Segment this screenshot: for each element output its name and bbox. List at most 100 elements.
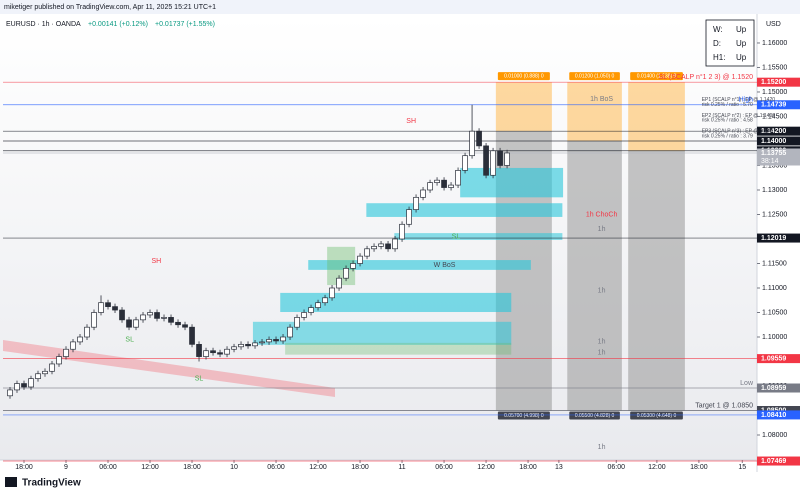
publisher: miketiger published on TradingView.com, …: [4, 4, 216, 11]
candle-body: [392, 238, 398, 250]
price-label: 1.15200: [761, 79, 786, 86]
change-total: +0.01737 (+1.55%): [155, 21, 215, 28]
price-label: 1.14200: [761, 128, 786, 135]
candle-body: [189, 326, 195, 345]
candle-body: [224, 348, 230, 355]
candle-body: [196, 343, 202, 357]
candle-body: [84, 326, 90, 338]
candle-body: [70, 341, 76, 350]
annotation: SH: [406, 118, 416, 125]
y-tick-label: 1.16000: [762, 40, 787, 47]
zone: [308, 260, 531, 270]
zone-tag: 0.01000 (0.888) 0: [504, 74, 544, 80]
level-text: SL (SCALP n°1 2 3) @ 1.1520: [659, 73, 753, 81]
annotation: risk 0.25% / ratio : 5.70: [702, 102, 753, 108]
zone: [252, 321, 512, 345]
candle-body: [322, 297, 328, 304]
trend-timeframe: W:: [713, 25, 723, 34]
candle-body: [497, 150, 503, 166]
candle-body: [49, 363, 55, 372]
candle-body: [399, 223, 405, 240]
price-label: 1.13755: [761, 150, 786, 157]
zone-tag: 0.01400 (1.238) 0: [637, 74, 677, 80]
chart-layer: 1.16000 1.15500 1.15000 1.14500 1.13500 1.130…: [3, 19, 800, 471]
annotation: 1h ChoCh: [586, 211, 618, 218]
candle-body: [21, 383, 27, 388]
candle-body: [42, 370, 48, 375]
candle-body: [28, 378, 34, 388]
x-tick-label: 18:00: [183, 464, 201, 471]
x-tick-label: 06:00: [267, 464, 285, 471]
candle-body: [217, 352, 223, 355]
candle-body: [231, 346, 237, 350]
price-label: 1.08410: [761, 412, 786, 419]
annotation: risk 0.25% / ratio : 3.79: [702, 133, 753, 139]
price-label-bg: [757, 456, 800, 466]
candle-body: [133, 319, 139, 328]
candle-body: [252, 342, 258, 347]
candle-body: [469, 130, 475, 157]
y-tick-label: 1.15000: [762, 89, 787, 96]
candle-body: [308, 307, 314, 313]
level-text: High: [739, 97, 754, 104]
candle-body: [378, 243, 384, 247]
candle-body: [462, 155, 468, 171]
candle-body: [245, 343, 251, 347]
zone: [495, 82, 552, 132]
trend-direction: Up: [736, 39, 747, 48]
candle-body: [357, 255, 363, 264]
x-tick-label: 12:00: [309, 464, 327, 471]
annotation: SL: [195, 375, 204, 382]
candle-body: [259, 341, 265, 344]
candle-body: [350, 263, 356, 269]
x-tick-label: 06:00: [99, 464, 117, 471]
candle-body: [434, 179, 440, 183]
annotation: 1h: [598, 287, 606, 294]
zone-tag: 0.05300 (4.648) 0: [637, 413, 677, 419]
y-tick-label: 1.15500: [762, 64, 787, 71]
candle-body: [483, 145, 489, 176]
zone: [567, 82, 622, 141]
y-tick-label: 1.13500: [762, 162, 787, 169]
zone: [394, 233, 563, 240]
candle-body: [364, 248, 370, 257]
candle-body: [210, 350, 216, 354]
candle-body: [266, 339, 272, 343]
x-tick-label: 15: [738, 464, 746, 471]
zone: [285, 342, 512, 355]
candle-body: [371, 245, 377, 250]
price-label-bg: [757, 100, 800, 110]
trend-table: [705, 19, 755, 67]
candle-body: [14, 383, 20, 391]
candle-body: [413, 196, 419, 210]
countdown: 38:14: [761, 158, 779, 165]
zone-tag-bg: [630, 72, 683, 81]
y-tick-label: 1.13000: [762, 187, 787, 194]
candle-body: [63, 348, 69, 357]
candle-body: [455, 170, 461, 186]
x-tick-label: 13: [555, 464, 563, 471]
zone-tag-bg: [569, 411, 620, 420]
annotation: SH: [151, 258, 161, 265]
x-tick-label: 06:00: [435, 464, 453, 471]
zone-tag: 0.05700 (4.998) 0: [504, 413, 544, 419]
y-tick-label: 1.12500: [762, 211, 787, 218]
candle-body: [287, 326, 293, 338]
candle-body: [126, 319, 132, 328]
zone: [567, 140, 622, 411]
price-label: 1.07469: [761, 458, 786, 465]
candle-body: [140, 314, 146, 321]
candle-body: [91, 312, 97, 328]
candle-body: [385, 243, 391, 250]
price-label-bg: [757, 77, 800, 87]
price-label: 1.08959: [761, 385, 786, 392]
header-bar: [0, 0, 800, 14]
zone: [628, 82, 685, 151]
candle-body: [154, 312, 160, 319]
annotation: EP3 (SCALP n°3) : EP @ 1.1380: [702, 129, 776, 135]
trend-direction: Up: [736, 25, 747, 34]
zone: [366, 203, 563, 217]
candle-body: [280, 336, 286, 342]
candle-body: [490, 150, 496, 176]
price-label-bg: [757, 148, 800, 166]
